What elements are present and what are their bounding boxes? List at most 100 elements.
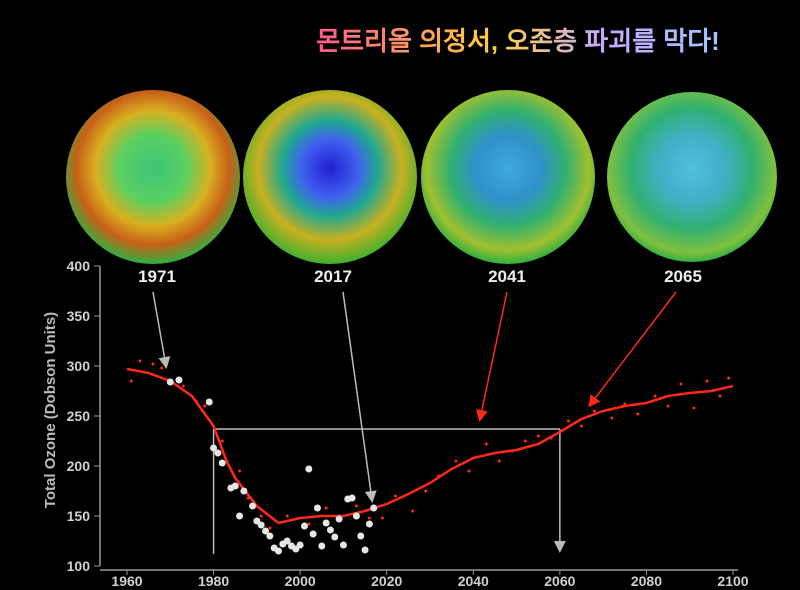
point <box>666 404 670 408</box>
point <box>411 509 415 513</box>
point <box>484 442 488 446</box>
point <box>175 376 183 384</box>
point <box>357 532 365 540</box>
y-tick-label: 300 <box>67 358 91 374</box>
point <box>424 489 428 493</box>
y-tick-label: 350 <box>67 308 91 324</box>
point <box>523 439 527 443</box>
x-tick-label: 1960 <box>111 573 142 589</box>
point <box>238 469 242 473</box>
point <box>679 382 683 386</box>
point <box>536 434 540 438</box>
point <box>610 416 614 420</box>
arrow <box>152 291 171 369</box>
globe <box>66 90 240 264</box>
globe <box>421 90 595 264</box>
point <box>437 474 441 478</box>
x-tick-label: 2080 <box>631 573 662 589</box>
arrow <box>588 291 677 408</box>
point <box>380 516 384 520</box>
point <box>352 512 360 520</box>
point <box>285 514 289 518</box>
point <box>236 512 244 520</box>
point <box>467 469 471 473</box>
x-tick-label: 2040 <box>458 573 489 589</box>
point <box>300 522 308 530</box>
point <box>623 402 627 406</box>
point <box>636 412 640 416</box>
globe-label: 2017 <box>314 267 352 286</box>
point <box>246 496 250 500</box>
point <box>549 436 553 440</box>
point <box>331 533 339 541</box>
point <box>718 394 722 398</box>
point <box>220 439 224 443</box>
point <box>129 379 133 383</box>
y-axis-label: Total Ozone (Dobson Units) <box>42 312 59 508</box>
x-tick-label: 2020 <box>371 573 402 589</box>
point <box>497 459 501 463</box>
point <box>214 449 222 457</box>
point <box>205 398 213 406</box>
point <box>324 506 328 510</box>
globe <box>607 92 777 262</box>
point <box>307 522 311 526</box>
point <box>151 362 155 366</box>
y-tick-label: 400 <box>67 258 91 274</box>
point <box>335 515 343 523</box>
point <box>454 459 458 463</box>
point <box>262 527 270 535</box>
point <box>313 504 321 512</box>
point <box>166 378 174 386</box>
point <box>305 465 313 473</box>
point <box>354 504 358 508</box>
y-tick-label: 150 <box>67 508 91 524</box>
point <box>259 514 263 518</box>
point <box>138 359 142 363</box>
point <box>592 409 596 413</box>
point <box>268 526 272 530</box>
point <box>580 424 583 428</box>
point <box>283 537 291 545</box>
point <box>365 520 373 528</box>
point <box>240 487 248 495</box>
point <box>653 394 657 398</box>
point <box>309 530 317 538</box>
point <box>160 366 164 370</box>
globe-label: 1971 <box>138 267 176 286</box>
point <box>322 519 330 527</box>
line <box>126 367 734 525</box>
point <box>339 541 347 549</box>
point <box>266 532 274 540</box>
point <box>296 541 304 549</box>
point <box>326 526 334 534</box>
point <box>181 384 185 388</box>
point <box>210 444 218 452</box>
arrow <box>342 291 377 503</box>
arrow <box>476 291 508 422</box>
y-tick-label: 100 <box>67 558 91 574</box>
x-tick-label: 2000 <box>285 573 316 589</box>
y-tick-label: 250 <box>67 408 91 424</box>
point <box>705 379 709 383</box>
globe <box>243 90 417 264</box>
globe-label: 2065 <box>664 267 702 286</box>
point <box>249 502 257 510</box>
point <box>194 399 198 403</box>
point <box>510 449 514 453</box>
point <box>692 406 696 410</box>
x-tick-label: 1980 <box>198 573 229 589</box>
point <box>231 482 239 490</box>
point <box>567 419 571 423</box>
x-tick-label: 2060 <box>544 573 575 589</box>
point <box>257 521 265 529</box>
point <box>367 516 371 520</box>
x-tick-label: 2100 <box>717 573 748 589</box>
point <box>727 376 731 380</box>
point <box>218 459 226 467</box>
chart-title: 몬트리올 의정서, 오존층 파괴를 막다! <box>316 26 720 56</box>
point <box>203 404 207 408</box>
globe-label: 2041 <box>488 267 526 286</box>
point <box>275 547 282 555</box>
